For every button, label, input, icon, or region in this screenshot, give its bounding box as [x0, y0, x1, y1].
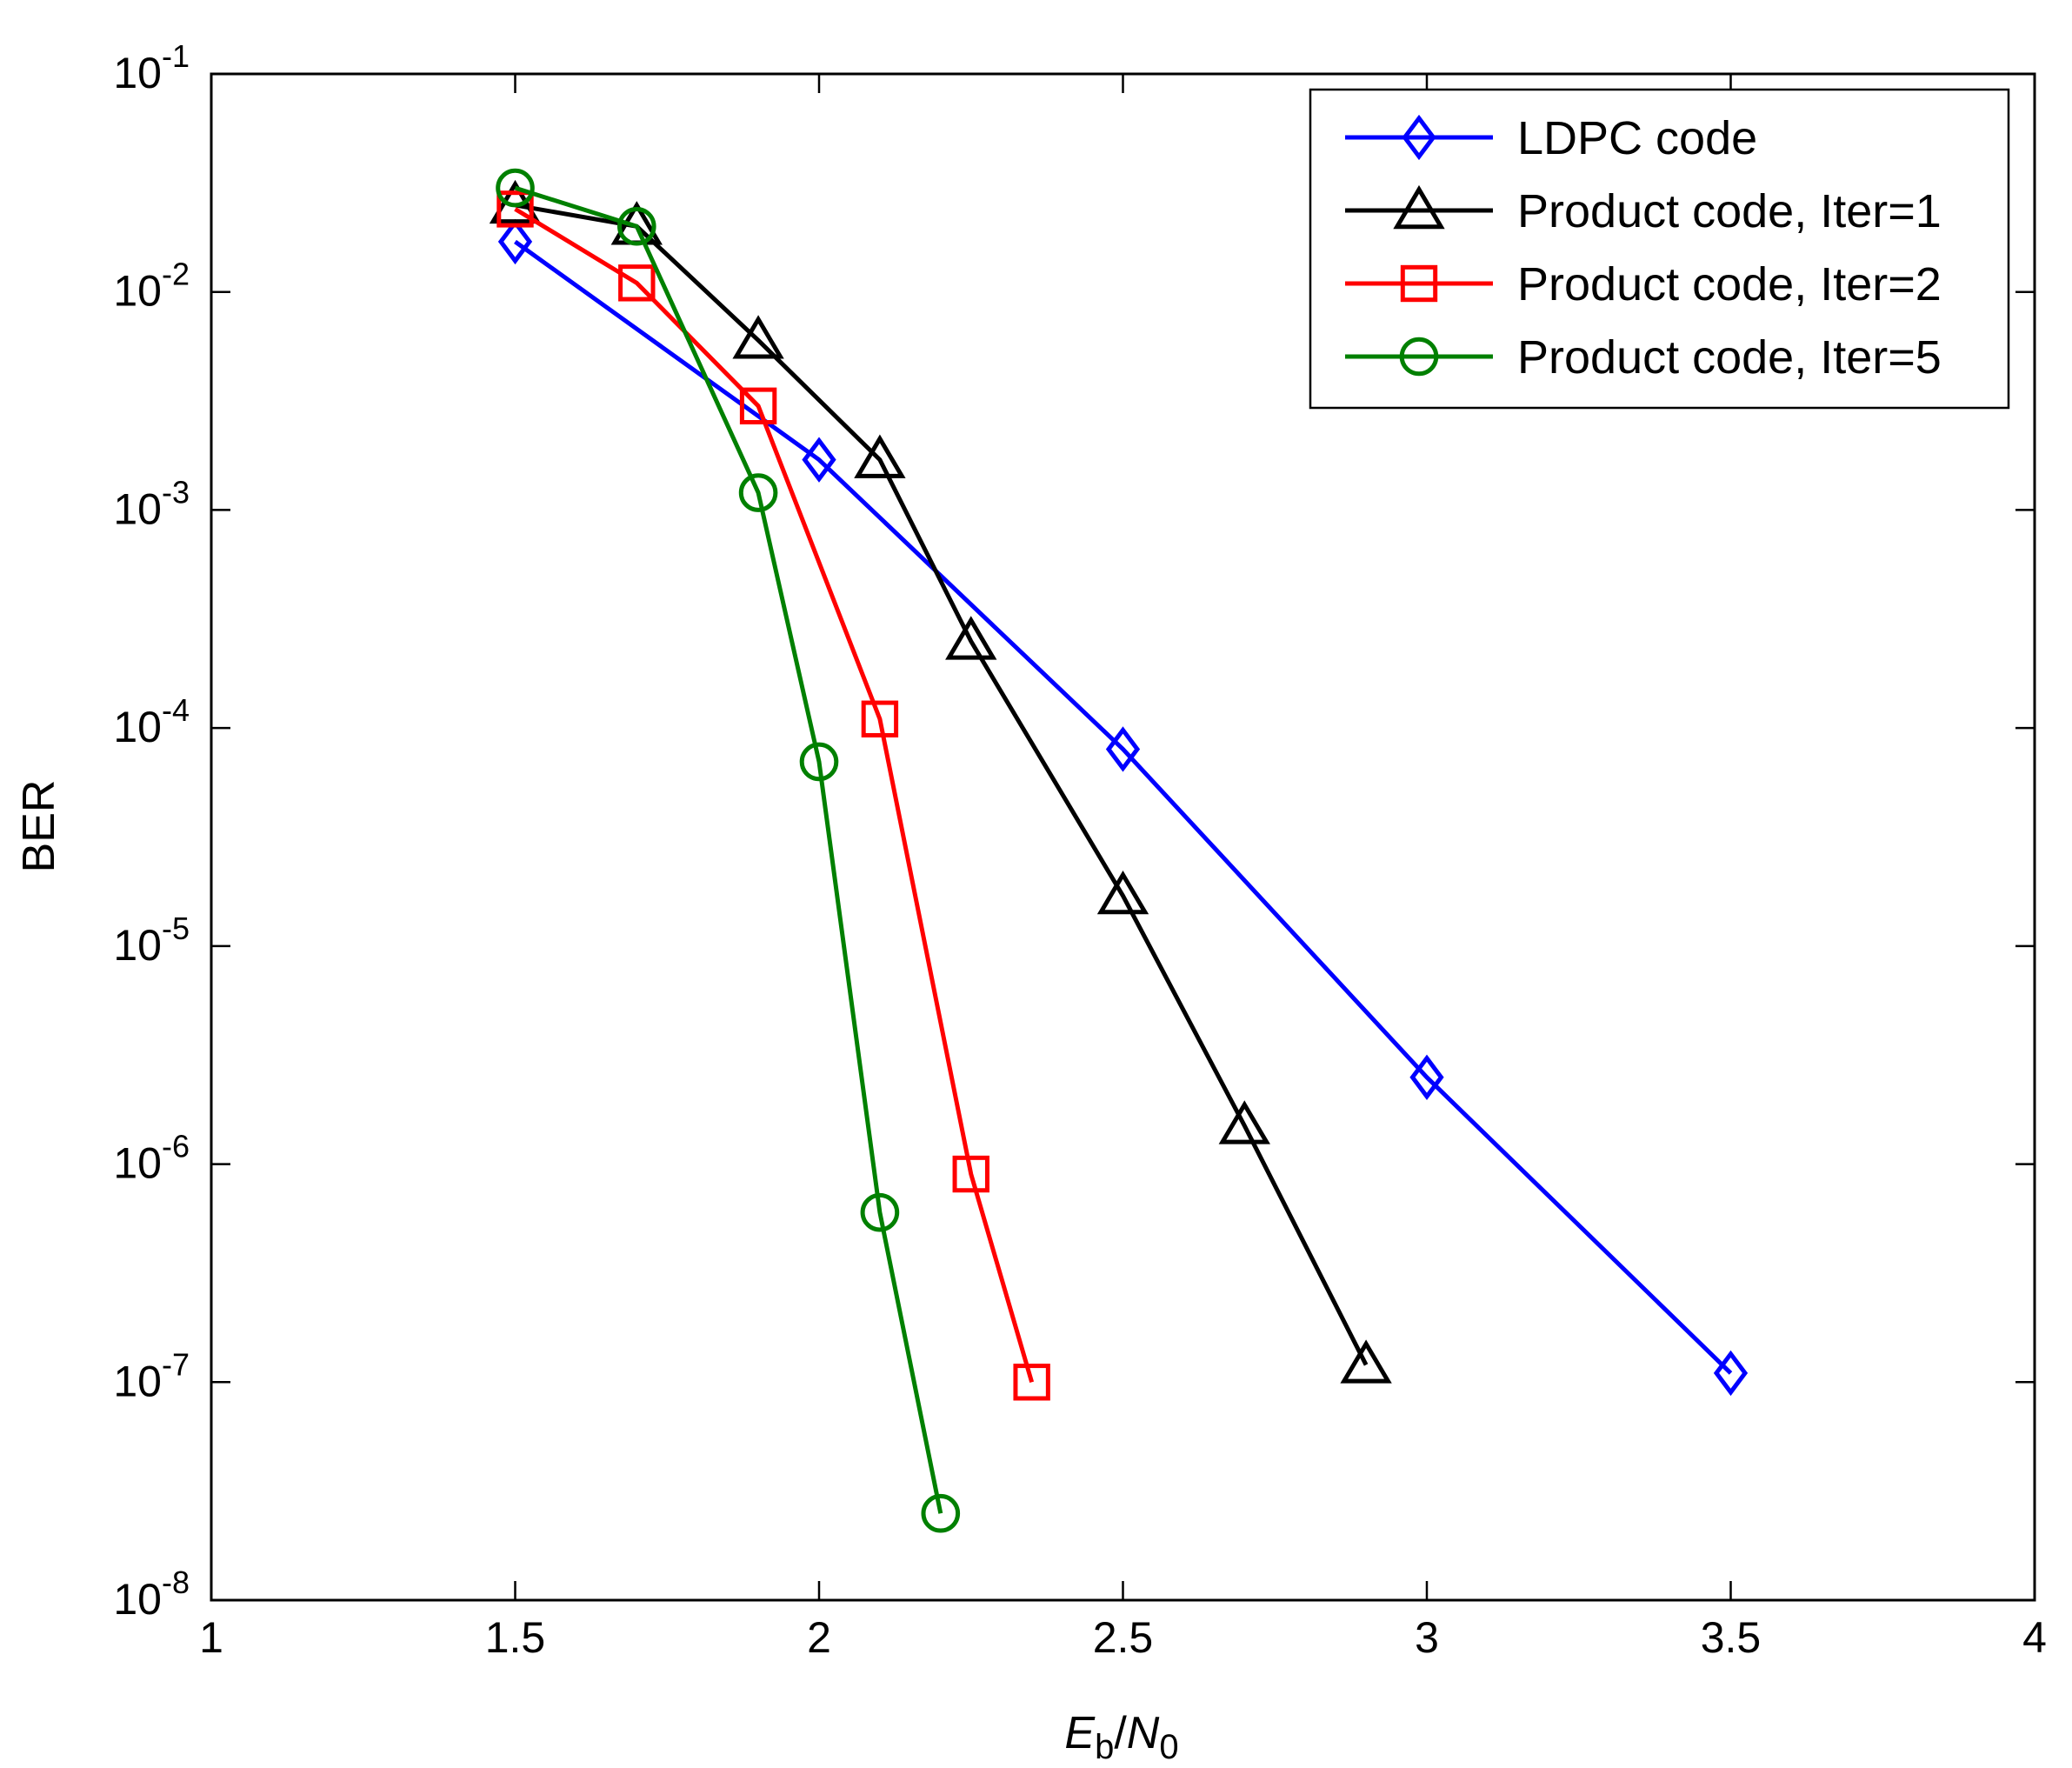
- y-tick-label: 10-4: [113, 692, 190, 751]
- data-point: [945, 616, 997, 660]
- data-point: [1218, 1100, 1270, 1144]
- data-point: [738, 473, 778, 512]
- data-point: [1340, 1339, 1392, 1384]
- data-point: [617, 206, 656, 246]
- x-tick-label: 2: [807, 1613, 831, 1662]
- data-point: [618, 264, 656, 302]
- data-point: [739, 387, 777, 425]
- data-point: [861, 700, 899, 737]
- x-axis-title-e-sub: b: [1095, 1728, 1114, 1766]
- x-tick-label: 4: [2022, 1613, 2047, 1662]
- x-axis-title-e: E: [1064, 1708, 1096, 1758]
- legend-marker: [1399, 337, 1439, 377]
- data-point: [497, 218, 533, 265]
- x-axis-title-n-sub: 0: [1159, 1728, 1178, 1766]
- series-3: [496, 190, 1050, 1401]
- x-tick-label: 1: [199, 1613, 223, 1662]
- x-tick-label: 1.5: [485, 1613, 546, 1662]
- data-point: [496, 168, 535, 208]
- data-point: [1713, 1350, 1749, 1397]
- axis-ticks: 1 1.5 2 2.5 3 3.5 4 10-8 10-7 10-6 10-5 10-4 10-3 10-…: [113, 38, 2047, 1662]
- data-point: [952, 1155, 989, 1193]
- data-point: [732, 315, 784, 359]
- series-line: [514, 185, 943, 1514]
- x-axis-title-slash: /: [1114, 1708, 1127, 1758]
- data-point: [860, 1192, 900, 1232]
- legend-marker: [1402, 114, 1436, 161]
- y-tick-label: 10-2: [113, 257, 190, 316]
- legend-marker: [1400, 264, 1438, 303]
- series-line: [515, 203, 1369, 1366]
- legend-label: Product code, Iter=2: [1517, 258, 1942, 310]
- series-group: [489, 168, 1749, 1533]
- x-tick-label: 3: [1415, 1613, 1439, 1662]
- data-point: [802, 437, 836, 483]
- series-line: [514, 239, 1733, 1375]
- series-4: [496, 168, 961, 1533]
- y-axis-title: BER: [14, 780, 64, 873]
- y-tick-label: 10-3: [113, 474, 190, 533]
- y-tick-label: 10-8: [113, 1565, 190, 1624]
- series-line: [514, 207, 1035, 1383]
- legend: LDPC code Product code, Iter=1 Product cod…: [1309, 88, 2010, 410]
- y-tick-label: 10-5: [113, 911, 190, 970]
- x-tick-label: 2.5: [1093, 1613, 1154, 1662]
- x-tick-label: 3.5: [1701, 1613, 1762, 1662]
- data-point: [1105, 726, 1141, 772]
- y-tick-label: 10-1: [113, 38, 190, 97]
- data-point: [799, 742, 839, 782]
- data-point: [496, 190, 534, 228]
- data-point: [1409, 1054, 1444, 1100]
- legend-label: Product code, Iter=5: [1517, 331, 1942, 384]
- data-point: [1013, 1364, 1050, 1401]
- x-axis-title-n: N: [1127, 1708, 1160, 1758]
- y-tick-label: 10-6: [113, 1129, 190, 1188]
- y-tick-label: 10-7: [113, 1346, 190, 1405]
- legend-marker: [1393, 184, 1445, 230]
- legend-label: Product code, Iter=1: [1517, 185, 1942, 237]
- x-axis-title: Eb/N0: [1064, 1708, 1178, 1766]
- data-point: [921, 1493, 961, 1533]
- series-1: [497, 218, 1749, 1397]
- data-point: [1096, 870, 1149, 915]
- data-point: [854, 434, 906, 478]
- legend-label: LDPC code: [1517, 112, 1757, 164]
